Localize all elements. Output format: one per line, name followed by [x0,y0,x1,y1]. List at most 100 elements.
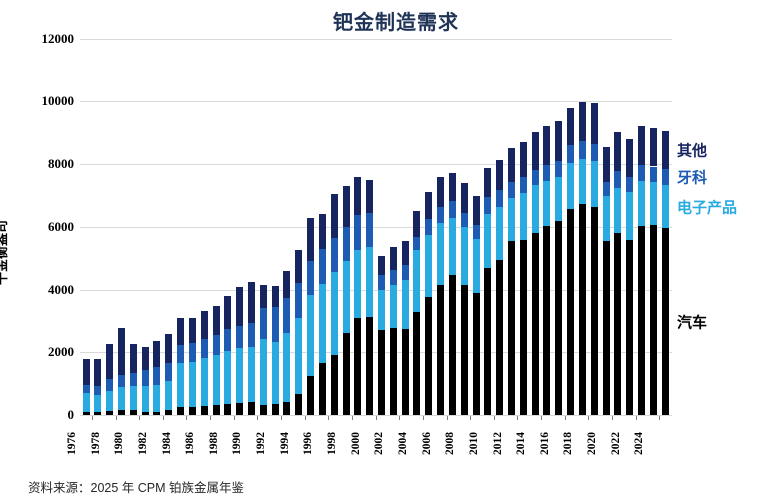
bar-segment [626,192,634,240]
bar-segment [212,354,220,405]
x-tick-label: 2000 [349,432,362,455]
gridline-6000 [80,226,672,228]
bar-segment [543,126,551,166]
bar-segment [283,298,291,334]
bar-segment [567,108,575,146]
bar-segment [425,234,433,297]
bar-segment [425,219,433,235]
bar-segment [82,358,90,385]
bar-segment [318,363,326,415]
bar-segment [555,161,563,178]
bar-segment [496,189,504,207]
x-tick-label: 1976 [66,432,78,455]
x-tick-label: 1994 [278,432,291,455]
bar-segment [153,367,161,386]
bar-segment [141,412,149,415]
x-axis-tick [635,416,637,420]
x-axis-tick [541,416,543,420]
bar-segment [342,185,350,227]
bar-segment [590,206,598,415]
gridline-8000 [80,164,672,165]
bar-segment [472,225,480,240]
x-tick-label: 1996 [302,432,315,455]
bar-segment [460,284,468,415]
bar-segment [437,177,445,207]
legend-label-汽车: 汽车 [677,315,708,332]
gridline-2000 [80,352,672,354]
bar-segment [247,401,255,415]
bar-segment [425,296,433,415]
bar-segment [401,241,409,265]
bar-segment [448,173,456,202]
bar-segment [283,333,291,402]
y-tick-label: 8000 [48,156,74,171]
bar-segment [236,287,244,326]
bar-segment [626,176,634,193]
bar-segment [448,201,456,219]
x-tick-label: 2010 [467,432,480,455]
bar-segment [354,318,362,415]
x-axis-tick [399,416,401,420]
bar-segment [649,182,657,225]
bar-segment [661,131,669,170]
gridline-0 [80,415,672,416]
bar-segment [425,191,433,220]
bar-segment [543,225,551,415]
bar-segment [543,165,551,181]
bar-segment [283,270,291,299]
bar-segment [141,346,149,370]
bar-segment [165,333,173,364]
bar-segment [94,385,102,395]
bar-segment [366,316,374,415]
bar-segment [555,177,563,221]
bar-segment [129,385,137,410]
bar-segment [153,385,161,412]
bar-segment [578,141,586,159]
bar-segment [165,363,173,381]
x-axis-tick [328,416,330,420]
bar-segment [106,344,114,380]
x-tick-label: 1990 [231,432,244,455]
x-tick-label: 2016 [538,432,551,455]
x-axis-tick [91,416,93,420]
bar-segment [259,404,267,415]
bar-segment [531,169,539,186]
x-tick-label: 2002 [373,432,386,455]
bar-segment [578,158,586,204]
bar-segment [129,409,137,415]
bar-segment [389,284,397,329]
bar-segment [318,248,326,285]
bar-segment [271,306,279,342]
x-axis-tick [470,416,472,420]
x-axis-tick [375,416,377,420]
bar-segment [649,224,657,415]
bar-segment [519,141,527,177]
x-axis-tick [517,416,519,420]
chart-title: 钯金制造需求 [333,12,459,34]
bar-segment [567,145,575,164]
x-tick-label: 2018 [562,432,575,455]
x-axis-tick [139,416,141,420]
bar-segment [188,343,196,362]
bar-segment [496,159,504,190]
bar-segment [555,220,563,415]
x-axis-tick [611,416,613,420]
bar-segment [82,384,90,394]
y-tick-label: 4000 [48,281,74,297]
bar-segment [366,213,374,247]
bar-segment [330,272,338,355]
bar-segment [578,203,586,415]
bar-segment [389,328,397,415]
bar-segment [271,285,279,307]
bar-segment [614,233,622,415]
gridline-4000 [80,289,672,291]
bar-segment [472,196,480,226]
x-tick-label: 2006 [420,432,433,455]
bar-segment [543,180,551,226]
bar-segment [366,179,374,214]
bar-segment [259,284,267,308]
bar-segment [188,406,196,415]
bar-segment [484,268,492,415]
x-axis-tick [162,416,164,420]
bar-segment [295,317,303,395]
